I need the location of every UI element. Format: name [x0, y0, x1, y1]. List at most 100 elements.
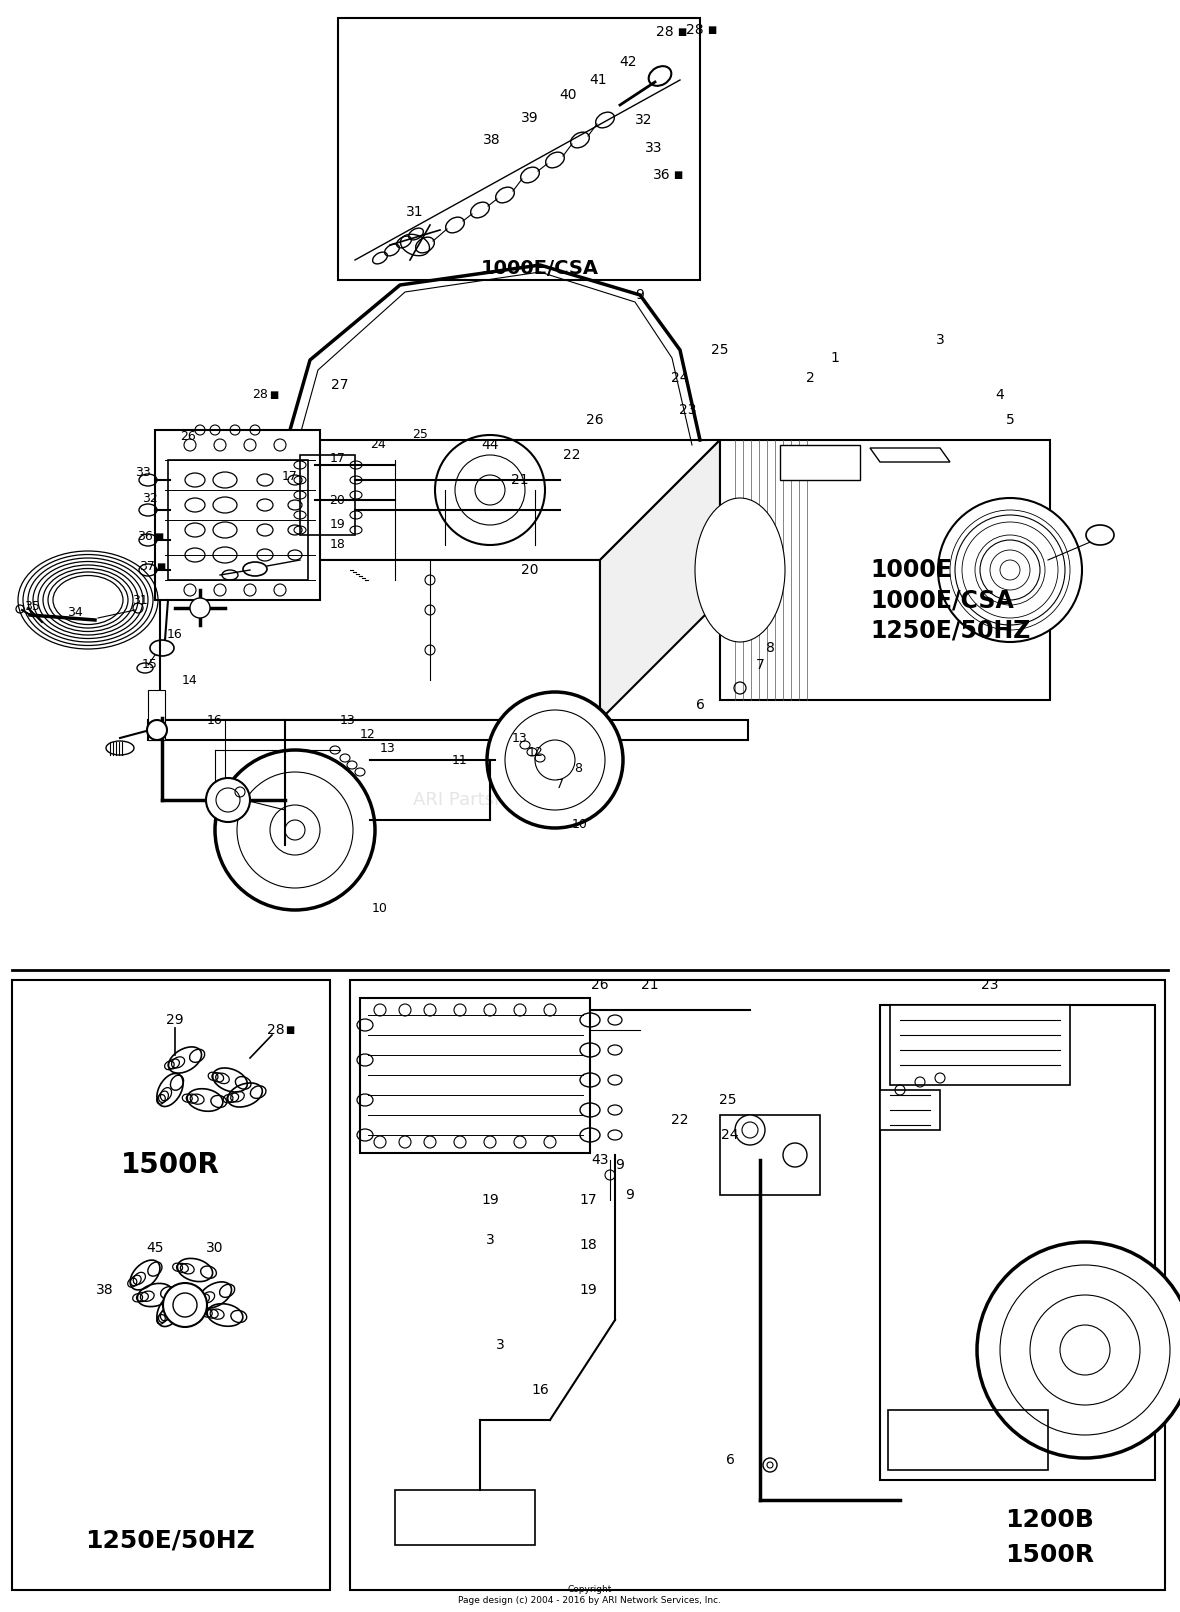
- Ellipse shape: [206, 779, 250, 822]
- Ellipse shape: [487, 692, 623, 829]
- Text: 8: 8: [573, 761, 582, 774]
- Text: 5: 5: [1005, 413, 1015, 427]
- Text: ■: ■: [286, 1025, 295, 1035]
- Text: 8: 8: [766, 642, 774, 654]
- Text: 45: 45: [146, 1241, 164, 1256]
- Text: 39: 39: [522, 111, 539, 126]
- Text: 1500R: 1500R: [1005, 1543, 1095, 1567]
- Text: 21: 21: [511, 472, 529, 487]
- Text: 12: 12: [529, 745, 544, 759]
- Text: 16: 16: [531, 1383, 549, 1398]
- Text: Copyright
Page design (c) 2004 - 2016 by ARI Network Services, Inc.: Copyright Page design (c) 2004 - 2016 by…: [459, 1585, 721, 1604]
- Bar: [12, 980, 330, 1589]
- Bar: [780, 445, 860, 480]
- Text: 1000E: 1000E: [870, 558, 952, 582]
- Text: 7: 7: [755, 658, 765, 672]
- Text: 3: 3: [486, 1233, 494, 1248]
- Text: 25: 25: [712, 343, 729, 356]
- Text: 12: 12: [360, 729, 376, 742]
- Text: 28: 28: [253, 388, 268, 401]
- Text: 1000E/CSA: 1000E/CSA: [870, 588, 1014, 613]
- Ellipse shape: [784, 1143, 807, 1167]
- Text: 22: 22: [671, 1112, 689, 1127]
- Text: 27: 27: [332, 377, 349, 392]
- Text: 37: 37: [139, 561, 155, 574]
- Text: 33: 33: [645, 140, 663, 155]
- Polygon shape: [870, 448, 950, 463]
- Text: 1250E/50HZ: 1250E/50HZ: [870, 617, 1030, 642]
- Bar: [337, 18, 700, 280]
- Ellipse shape: [977, 1241, 1180, 1457]
- Text: 24: 24: [721, 1128, 739, 1141]
- Text: 10: 10: [572, 819, 588, 832]
- Bar: [395, 1489, 535, 1544]
- Text: 3: 3: [496, 1338, 504, 1352]
- Polygon shape: [148, 690, 165, 740]
- Text: ■: ■: [155, 532, 164, 542]
- Ellipse shape: [163, 1283, 206, 1327]
- Text: 17: 17: [330, 451, 346, 464]
- Text: 30: 30: [206, 1241, 224, 1256]
- Text: 10: 10: [372, 901, 388, 914]
- Text: 29: 29: [166, 1012, 184, 1027]
- Text: 19: 19: [579, 1283, 597, 1298]
- Bar: [890, 1004, 1070, 1085]
- Text: ■: ■: [269, 390, 278, 400]
- Text: 42: 42: [620, 55, 637, 69]
- Polygon shape: [155, 430, 320, 600]
- Text: 18: 18: [579, 1238, 597, 1253]
- Text: 41: 41: [589, 73, 607, 87]
- Text: 35: 35: [24, 601, 40, 614]
- Text: 28: 28: [687, 23, 703, 37]
- Text: 32: 32: [635, 113, 653, 127]
- Text: 20: 20: [329, 493, 345, 506]
- Text: 28: 28: [656, 26, 674, 39]
- Text: 9: 9: [625, 1188, 635, 1203]
- Text: 23: 23: [680, 403, 696, 418]
- Text: ■: ■: [157, 563, 165, 572]
- Text: 14: 14: [182, 674, 198, 687]
- Bar: [720, 1116, 820, 1194]
- Polygon shape: [148, 721, 748, 740]
- Text: 13: 13: [340, 714, 356, 727]
- Text: 6: 6: [726, 1452, 734, 1467]
- Text: 36: 36: [654, 168, 670, 182]
- Text: 1: 1: [831, 351, 839, 364]
- Bar: [889, 1410, 1048, 1470]
- Text: 26: 26: [586, 413, 604, 427]
- Bar: [880, 1090, 940, 1130]
- Text: 24: 24: [671, 371, 689, 385]
- Text: 13: 13: [380, 742, 395, 754]
- Bar: [168, 459, 308, 580]
- Text: 1000E/CSA: 1000E/CSA: [481, 258, 599, 277]
- Ellipse shape: [735, 1116, 765, 1145]
- Text: 1250E/50HZ: 1250E/50HZ: [85, 1528, 255, 1552]
- Text: 32: 32: [142, 492, 158, 505]
- Text: 31: 31: [132, 593, 148, 606]
- Text: 40: 40: [559, 89, 577, 102]
- Text: 36: 36: [137, 530, 153, 543]
- Ellipse shape: [148, 721, 168, 740]
- Text: 18: 18: [330, 538, 346, 551]
- Ellipse shape: [938, 498, 1082, 642]
- Bar: [300, 455, 355, 535]
- Text: 24: 24: [371, 438, 386, 451]
- Text: 19: 19: [481, 1193, 499, 1207]
- Text: 6: 6: [695, 698, 704, 713]
- Text: 2: 2: [806, 371, 814, 385]
- Polygon shape: [599, 440, 720, 721]
- Polygon shape: [880, 1004, 1155, 1480]
- Text: 4: 4: [996, 388, 1004, 401]
- Ellipse shape: [190, 598, 210, 617]
- Ellipse shape: [1086, 526, 1114, 545]
- Text: 33: 33: [136, 466, 151, 479]
- Text: 21: 21: [641, 978, 658, 991]
- Polygon shape: [160, 559, 599, 721]
- Text: ARI PartsFinder™: ARI PartsFinder™: [413, 791, 568, 809]
- Text: 25: 25: [720, 1093, 736, 1107]
- Text: 25: 25: [412, 429, 428, 442]
- Text: 38: 38: [483, 134, 500, 147]
- Text: 26: 26: [591, 978, 609, 991]
- Text: 26: 26: [181, 430, 196, 443]
- Polygon shape: [720, 440, 1050, 700]
